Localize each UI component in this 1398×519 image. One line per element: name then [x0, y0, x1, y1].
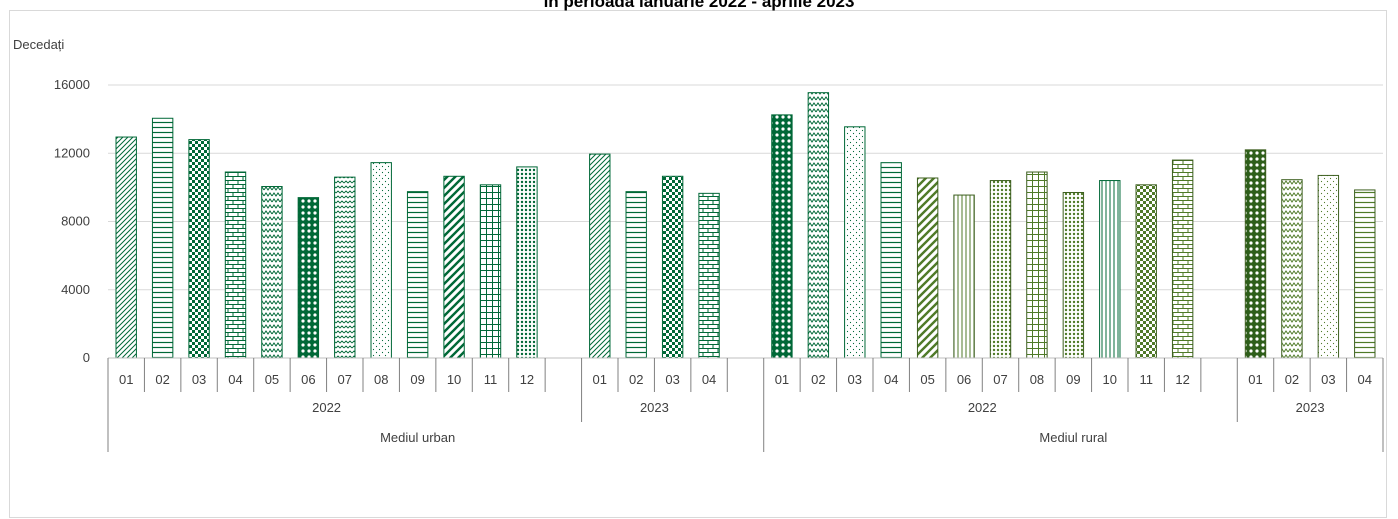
bar	[807, 92, 830, 359]
y-axis-label: Decedați	[13, 37, 65, 52]
chart-title: în perioada ianuarie 2022 - aprilie 2023	[543, 0, 855, 11]
bar	[443, 175, 465, 359]
x-tick-label: 01	[775, 372, 789, 387]
bar	[625, 191, 647, 359]
x-tick-label: 12	[520, 372, 534, 387]
bar	[953, 194, 975, 359]
bar	[771, 114, 793, 359]
bar	[1135, 184, 1157, 359]
group-label: Mediul rural	[1039, 430, 1107, 445]
x-tick-label: 08	[374, 372, 388, 387]
year-label: 2022	[312, 400, 341, 415]
bar	[1062, 191, 1085, 359]
x-tick-label: 12	[1175, 372, 1189, 387]
x-tick-label: 02	[811, 372, 825, 387]
x-tick-label: 01	[119, 372, 133, 387]
bars	[115, 92, 1376, 359]
bar	[1354, 189, 1376, 359]
bar	[698, 192, 720, 359]
axes: 0 4000 8000 12000 16000 01 02 03 04 05 06 07 08 09 10 1…	[54, 77, 1384, 452]
x-tick-label: 03	[665, 372, 679, 387]
x-tick-label: 08	[1030, 372, 1044, 387]
x-tick-label: 07	[338, 372, 352, 387]
x-tick-label: 01	[593, 372, 607, 387]
bar	[844, 126, 866, 359]
bar	[334, 176, 356, 359]
y-tick-label: 16000	[54, 77, 90, 92]
x-tick-label: 11	[1139, 372, 1153, 387]
x-tick-label: 09	[1066, 372, 1080, 387]
bar	[880, 162, 902, 359]
x-tick-label: 04	[702, 372, 716, 387]
x-tick-label: 03	[848, 372, 862, 387]
bar	[1281, 179, 1303, 359]
x-tick-label: 04	[228, 372, 242, 387]
bar	[188, 139, 210, 359]
x-tick-label: 05	[265, 372, 279, 387]
bar	[1171, 159, 1194, 359]
x-tick-label: 04	[1358, 372, 1372, 387]
x-tick-label: 02	[1285, 372, 1299, 387]
bar	[1244, 149, 1267, 359]
bar	[406, 191, 429, 359]
x-tick-label: 07	[993, 372, 1007, 387]
y-tick-label: 0	[83, 350, 90, 365]
bar	[1317, 174, 1340, 359]
x-tick-label: 06	[301, 372, 315, 387]
bar	[989, 180, 1012, 359]
x-tick-label: 10	[1103, 372, 1117, 387]
x-tick-label: 10	[447, 372, 461, 387]
bar	[661, 175, 684, 359]
group-label: Mediul urban	[380, 430, 455, 445]
bar	[916, 177, 939, 359]
year-label: 2023	[1296, 400, 1325, 415]
x-tick-label: 04	[884, 372, 898, 387]
bar	[261, 186, 283, 359]
x-tick-label: 02	[155, 372, 169, 387]
x-tick-label: 02	[629, 372, 643, 387]
x-tick-label: 03	[1321, 372, 1335, 387]
bar	[1099, 180, 1121, 359]
bar	[516, 166, 538, 359]
y-tick-label: 4000	[61, 282, 90, 297]
y-tick-label: 12000	[54, 145, 90, 160]
x-tick-label: 01	[1248, 372, 1262, 387]
bar	[297, 197, 320, 359]
x-tick-label: 09	[410, 372, 424, 387]
bar	[115, 136, 137, 359]
year-label: 2022	[968, 400, 997, 415]
x-tick-label: 06	[957, 372, 971, 387]
bar	[370, 162, 392, 359]
bar	[479, 184, 502, 359]
x-tick-label: 03	[192, 372, 206, 387]
y-tick-label: 8000	[61, 214, 90, 229]
x-tick-label: 05	[920, 372, 934, 387]
x-tick-label: 11	[484, 372, 498, 387]
bar	[224, 171, 247, 359]
year-label: 2023	[640, 400, 669, 415]
bar	[589, 153, 611, 359]
bar	[1026, 171, 1048, 359]
bar	[151, 117, 174, 359]
